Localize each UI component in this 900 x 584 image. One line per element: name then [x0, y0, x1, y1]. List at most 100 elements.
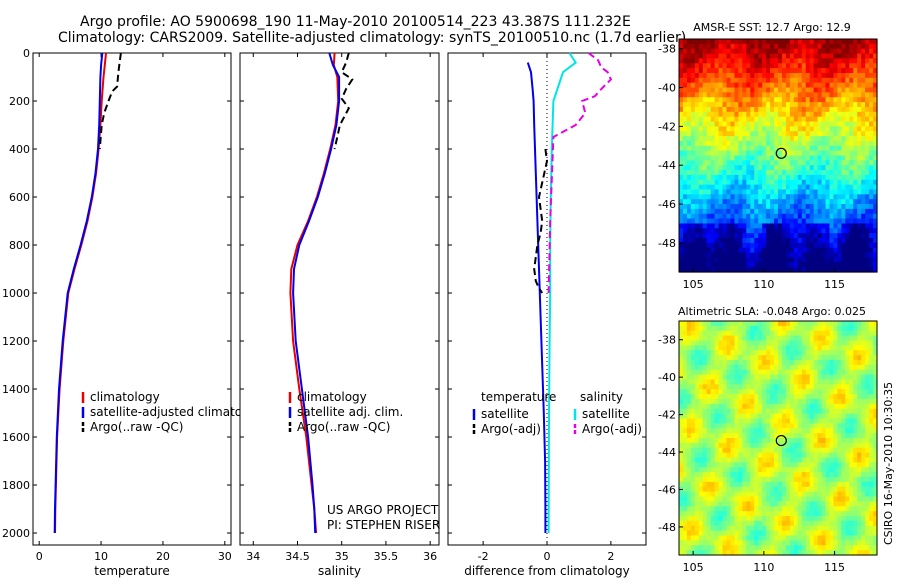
heatmap-cell — [683, 492, 688, 497]
heatmap-cell — [861, 102, 866, 107]
heatmap-cell — [861, 384, 866, 389]
heatmap-cell — [869, 107, 874, 112]
heatmap-cell — [841, 380, 846, 385]
heatmap-cell — [703, 467, 708, 472]
heatmap-cell — [853, 39, 858, 44]
heatmap-cell — [869, 536, 874, 541]
heatmap-cell — [869, 472, 874, 477]
heatmap-cell — [841, 341, 846, 346]
heatmap-cell — [798, 511, 803, 516]
heatmap-cell — [683, 146, 688, 151]
heatmap-cell — [810, 404, 815, 409]
heatmap-cell — [687, 97, 692, 102]
heatmap-cell — [770, 384, 775, 389]
y-tick-label: -42 — [658, 409, 676, 422]
heatmap-cell — [782, 428, 787, 433]
heatmap-cell — [699, 112, 704, 117]
heatmap-cell — [762, 536, 767, 541]
heatmap-cell — [782, 262, 787, 267]
heatmap-cell — [826, 540, 831, 545]
heatmap-cell — [841, 88, 846, 93]
heatmap-cell — [715, 180, 720, 185]
heatmap-cell — [782, 511, 787, 516]
heatmap-cell — [758, 497, 763, 502]
heatmap-cell — [861, 112, 866, 117]
heatmap-cell — [778, 68, 783, 73]
heatmap-cell — [826, 117, 831, 122]
heatmap-cell — [806, 88, 811, 93]
heatmap-cell — [774, 482, 779, 487]
heatmap-cell — [865, 453, 870, 458]
heatmap-cell — [699, 497, 704, 502]
heatmap-cell — [806, 238, 811, 243]
heatmap-cell — [841, 428, 846, 433]
heatmap-cell — [806, 540, 811, 545]
heatmap-cell — [750, 536, 755, 541]
heatmap-cell — [790, 428, 795, 433]
heatmap-cell — [802, 165, 807, 170]
heatmap-cell — [822, 83, 827, 88]
heatmap-cell — [770, 399, 775, 404]
heatmap-cell — [754, 238, 759, 243]
heatmap-cell — [703, 482, 708, 487]
heatmap-cell — [699, 321, 704, 326]
heatmap-cell — [865, 253, 870, 258]
heatmap-cell — [822, 341, 827, 346]
heatmap-cell — [770, 336, 775, 341]
heatmap-cell — [738, 262, 743, 267]
heatmap-cell — [774, 214, 779, 219]
heatmap-cell — [786, 141, 791, 146]
heatmap-cell — [703, 536, 708, 541]
heatmap-cell — [786, 443, 791, 448]
heatmap-cell — [679, 180, 684, 185]
heatmap-cell — [754, 536, 759, 541]
heatmap-cell — [683, 360, 688, 365]
heatmap-cell — [794, 102, 799, 107]
heatmap-cell — [683, 443, 688, 448]
heatmap-cell — [754, 321, 759, 326]
heatmap-cell — [790, 204, 795, 209]
heatmap-cell — [715, 160, 720, 165]
heatmap-cell — [738, 399, 743, 404]
heatmap-cell — [687, 375, 692, 380]
heatmap-cell — [802, 448, 807, 453]
heatmap-cell — [829, 151, 834, 156]
heatmap-cell — [774, 58, 779, 63]
heatmap-cell — [810, 117, 815, 122]
heatmap-cell — [810, 521, 815, 526]
heatmap-cell — [691, 151, 696, 156]
heatmap-cell — [806, 165, 811, 170]
heatmap-cell — [738, 467, 743, 472]
heatmap-cell — [770, 185, 775, 190]
heatmap-cell — [679, 126, 684, 131]
heatmap-cell — [814, 185, 819, 190]
heatmap-cell — [818, 112, 823, 117]
heatmap-cell — [695, 399, 700, 404]
heatmap-cell — [782, 214, 787, 219]
heatmap-cell — [754, 394, 759, 399]
heatmap-cell — [734, 63, 739, 68]
heatmap-cell — [723, 185, 728, 190]
heatmap-cell — [837, 141, 842, 146]
heatmap-cell — [754, 112, 759, 117]
heatmap-cell — [719, 531, 724, 536]
heatmap-cell — [857, 516, 862, 521]
heatmap-cell — [826, 243, 831, 248]
heatmap-cell — [699, 331, 704, 336]
heatmap-cell — [810, 54, 815, 59]
heatmap-cell — [786, 526, 791, 531]
heatmap-cell — [814, 107, 819, 112]
heatmap-cell — [742, 501, 747, 506]
heatmap-cell — [734, 501, 739, 506]
heatmap-cell — [695, 355, 700, 360]
heatmap-cell — [826, 156, 831, 161]
heatmap-cell — [703, 370, 708, 375]
heatmap-cell — [841, 44, 846, 49]
heatmap-cell — [734, 394, 739, 399]
heatmap-cell — [837, 253, 842, 258]
heatmap-cell — [861, 497, 866, 502]
heatmap-cell — [719, 248, 724, 253]
heatmap-cell — [790, 83, 795, 88]
heatmap-cell — [758, 49, 763, 54]
heatmap-cell — [683, 462, 688, 467]
